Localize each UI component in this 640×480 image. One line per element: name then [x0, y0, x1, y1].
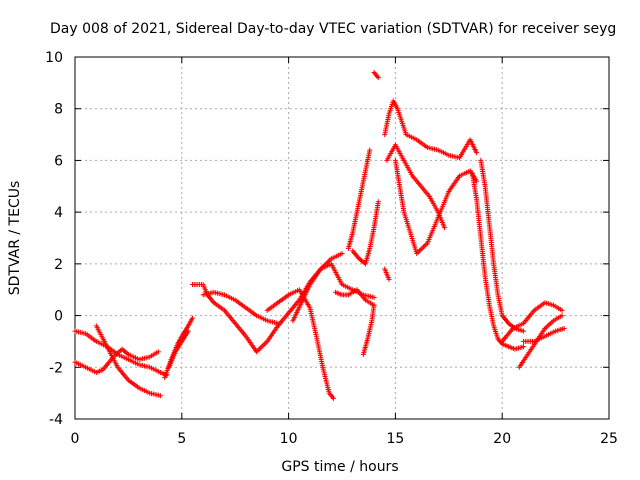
series-track-o — [382, 266, 392, 282]
y-tick-label: 4 — [54, 205, 63, 221]
data-point — [559, 313, 565, 319]
series-track-k — [333, 287, 377, 308]
series-track-w — [521, 326, 567, 344]
axis-ticks: 0 5 10 15 20 25 -4 -2 0 2 4 6 8 10 — [45, 50, 618, 447]
data-point — [339, 251, 345, 257]
x-tick-label: 0 — [71, 431, 80, 447]
series-track-h — [264, 287, 336, 401]
data-point — [330, 395, 336, 401]
y-tick-label: 10 — [45, 50, 63, 66]
y-tick-label: 2 — [54, 257, 63, 273]
series-track-c — [93, 323, 163, 399]
series-track-l — [360, 302, 377, 357]
series-track-t — [478, 157, 527, 334]
series-track-s — [469, 170, 527, 352]
data-point — [521, 328, 527, 334]
y-tick-label: 0 — [54, 309, 63, 325]
data-point — [155, 349, 161, 355]
series-track-r — [392, 157, 480, 257]
data-point — [189, 315, 195, 321]
x-tick-label: 20 — [493, 431, 511, 447]
series-track-m — [350, 199, 381, 267]
data-point — [185, 328, 191, 334]
data-point — [275, 320, 281, 326]
data-point — [371, 302, 377, 308]
data-point — [371, 294, 377, 300]
series-track-u — [516, 313, 565, 370]
data-point — [386, 276, 392, 282]
data-point — [521, 344, 527, 350]
x-tick-label: 25 — [600, 431, 618, 447]
series-track-v — [499, 300, 565, 344]
data-points — [72, 70, 567, 401]
chart-title: Day 008 of 2021, Sidereal Day-to-day VTE… — [50, 21, 616, 37]
series-track-n — [371, 70, 381, 81]
x-tick-label: 10 — [280, 431, 298, 447]
data-point — [157, 393, 163, 399]
data-point — [367, 147, 373, 153]
data-point — [375, 75, 381, 81]
data-point — [561, 326, 567, 331]
data-point — [559, 307, 565, 313]
x-axis-label: GPS time / hours — [281, 459, 398, 475]
series-track-j — [345, 147, 373, 251]
grid-lines — [75, 57, 609, 419]
y-tick-label: 8 — [54, 102, 63, 118]
data-point — [375, 199, 381, 205]
y-tick-label: -2 — [49, 360, 63, 376]
series-track-g — [200, 289, 281, 326]
series-track-f — [189, 251, 345, 355]
data-point — [442, 225, 448, 231]
y-axis-label: SDTVAR / TECUs — [7, 181, 23, 296]
x-tick-label: 5 — [177, 431, 186, 447]
y-tick-label: -4 — [49, 412, 63, 428]
y-tick-label: 6 — [54, 153, 63, 169]
x-tick-label: 15 — [386, 431, 404, 447]
series-track-e — [166, 328, 191, 370]
data-point — [474, 150, 480, 156]
series-track-p — [382, 98, 480, 161]
plot-area-frame — [74, 56, 610, 420]
